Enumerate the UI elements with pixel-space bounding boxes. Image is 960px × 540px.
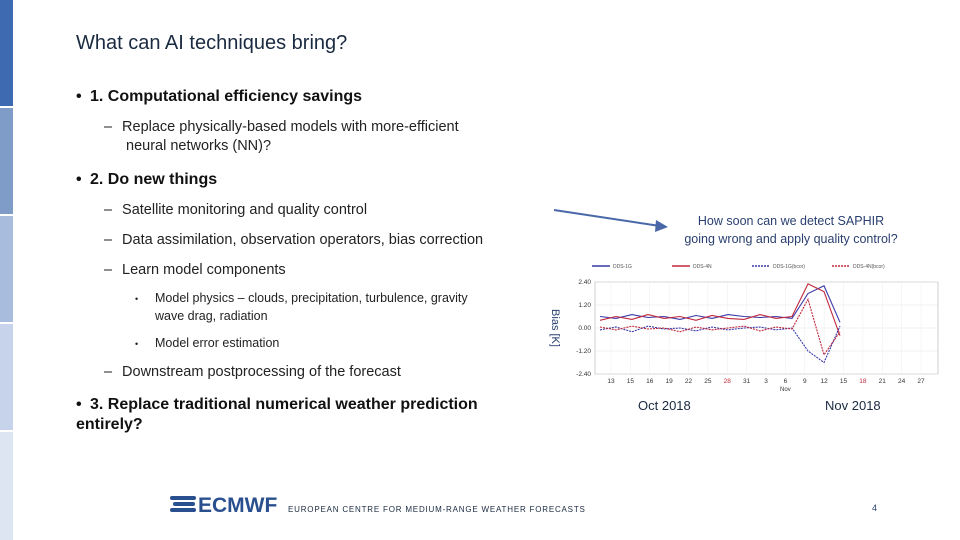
x-tick-label: 28 bbox=[724, 378, 732, 385]
month-label-oct: Oct 2018 bbox=[638, 398, 691, 413]
month-label-nov: Nov 2018 bbox=[825, 398, 881, 413]
x-tick-label: 27 bbox=[917, 378, 925, 385]
callout-line-1: How soon can we detect SAPHIR bbox=[697, 214, 885, 228]
sidebar-decoration bbox=[0, 0, 13, 540]
legend-label: DDS-4N(bcor) bbox=[853, 264, 885, 270]
legend-label: DDS-4N bbox=[693, 264, 712, 270]
bullet-item-3: • 3. Replace traditional numerical weathe… bbox=[76, 396, 478, 413]
sub-item-satellite: – Satellite monitoring and quality contr… bbox=[104, 202, 368, 218]
sub-item-postprocessing: – Downstream postprocessing of the forec… bbox=[104, 364, 401, 380]
x-tick-label: 21 bbox=[879, 378, 887, 385]
x-tick-label: 15 bbox=[840, 378, 848, 385]
callout-question: How soon can we detect SAPHIR going wron… bbox=[660, 212, 922, 248]
x-tick-label: 15 bbox=[627, 378, 635, 385]
x-tick-label: 18 bbox=[859, 378, 867, 385]
x-tick-label: 13 bbox=[607, 378, 615, 385]
series-line-2 bbox=[599, 325, 841, 364]
callout-line-2: going wrong and apply quality control? bbox=[684, 232, 898, 246]
slide-title: What can AI techniques bring? bbox=[76, 32, 348, 54]
legend-label: DDS-1G(bcor) bbox=[773, 264, 805, 270]
sub-item-replace-text-1: Replace physically-based models with mor… bbox=[122, 119, 459, 135]
y-tick-label: -2.40 bbox=[576, 371, 591, 378]
bullet-item-1: • 1. Computational efficiency savings bbox=[76, 88, 363, 105]
y-tick-label: -1.20 bbox=[576, 348, 591, 355]
sub-item-replace: – Replace physically-based models with m… bbox=[104, 119, 459, 135]
y-tick-label: 1.20 bbox=[578, 302, 591, 309]
x-tick-label: 19 bbox=[666, 378, 674, 385]
bullet-item-3-text-1: 3. Replace traditional numerical weather… bbox=[90, 396, 478, 413]
x-tick-label: 3 bbox=[764, 378, 768, 385]
x-tick-label: 16 bbox=[646, 378, 654, 385]
sub-item-replace-text-2: neural networks (NN)? bbox=[126, 138, 272, 154]
sub-item-assimilation: – Data assimilation, observation operato… bbox=[104, 232, 484, 248]
x-tick-label: 12 bbox=[821, 378, 829, 385]
x-tick-label: 22 bbox=[685, 378, 693, 385]
sub-item-learn: – Learn model components bbox=[104, 262, 286, 278]
y-axis-label: Bias [K] bbox=[549, 309, 561, 347]
footer-text: EUROPEAN CENTRE FOR MEDIUM-RANGE WEATHER… bbox=[288, 505, 586, 514]
sub-item-postprocessing-text: Downstream postprocessing of the forecas… bbox=[122, 364, 401, 380]
y-tick-label: 0.00 bbox=[578, 325, 591, 332]
x-tick-label: 24 bbox=[898, 378, 906, 385]
x-tick-label: 9 bbox=[803, 378, 807, 385]
x-tick-label: 6 bbox=[784, 378, 788, 385]
callout-arrow-icon bbox=[553, 209, 668, 232]
x-tick-label: 25 bbox=[704, 378, 712, 385]
ecmwf-logo: ECMWF bbox=[170, 494, 277, 517]
bullet-item-2: • 2. Do new things bbox=[76, 171, 218, 188]
sub-item-learn-text: Learn model components bbox=[122, 262, 286, 278]
subsub-item-model-error: • Model error estimation bbox=[135, 336, 280, 350]
sub-item-satellite-text: Satellite monitoring and quality control bbox=[122, 202, 368, 218]
y-tick-label: 2.40 bbox=[578, 279, 591, 286]
subsub-item-physics-text-1: Model physics – clouds, precipitation, t… bbox=[155, 291, 468, 305]
sub-item-assimilation-text: Data assimilation, observation operators… bbox=[122, 232, 484, 248]
svg-text:ECMWF: ECMWF bbox=[198, 494, 277, 517]
bullet-item-2-text: 2. Do new things bbox=[90, 171, 218, 188]
page-number: 4 bbox=[872, 503, 878, 513]
bullet-item-1-text: 1. Computational efficiency savings bbox=[90, 88, 363, 105]
subsub-item-model-error-text: Model error estimation bbox=[155, 336, 280, 350]
bullet-item-3-text-2: entirely? bbox=[76, 416, 143, 433]
series-line-1 bbox=[599, 283, 841, 336]
x-tick-label: 31 bbox=[743, 378, 751, 385]
subsub-item-physics-text-2: wave drag, radiation bbox=[155, 309, 268, 323]
subsub-item-physics: • Model physics – clouds, precipitation, … bbox=[135, 291, 468, 305]
bias-chart: DDS-1G DDS-4N DDS-1G(bcor) DDS-4N(bcor) 2.40… bbox=[549, 264, 939, 393]
series-line-3 bbox=[599, 297, 841, 357]
x-sublabel: Nov bbox=[780, 387, 791, 393]
legend-label: DDS-1G bbox=[613, 264, 632, 270]
